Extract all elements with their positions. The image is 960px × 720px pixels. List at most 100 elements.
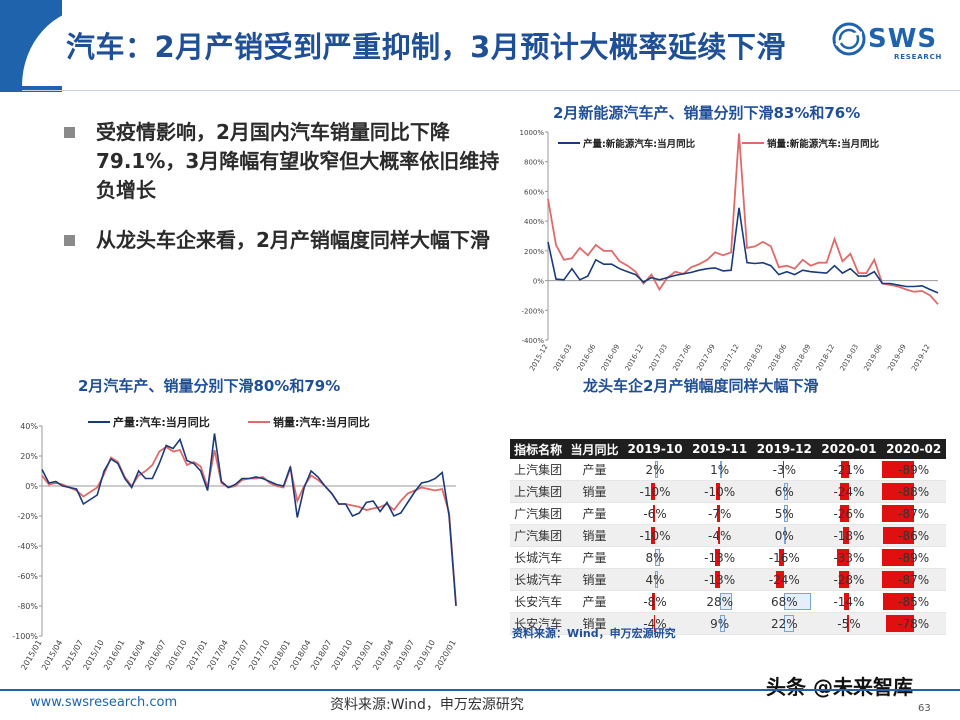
value-cell: -24%	[752, 568, 817, 591]
value-label: -10%	[639, 484, 671, 499]
footer-website-link[interactable]: www.swsresearch.com	[30, 695, 178, 710]
value-cell: 9%	[687, 612, 752, 635]
data-bar	[655, 461, 658, 478]
x-tick-label: 2015-12	[528, 343, 550, 372]
y-tick-label: 40%	[20, 422, 38, 431]
value-cell: -4%	[687, 524, 752, 547]
value-label: 6%	[774, 484, 794, 499]
x-tick-label: 2017-12	[719, 343, 741, 372]
header-curve	[22, 8, 862, 86]
company-cell: 长城汽车	[510, 546, 567, 569]
value-cell: 68%	[752, 590, 817, 613]
value-cell: -21%	[816, 459, 882, 481]
metric-cell: 销量	[566, 480, 623, 503]
value-label: -21%	[833, 462, 865, 477]
value-label: -4%	[643, 616, 667, 631]
value-cell: -3%	[752, 459, 817, 481]
value-cell: -88%	[881, 480, 946, 503]
value-cell: -86%	[881, 524, 946, 547]
table-row: 长安汽车 产量 -8% 28% 68% -14% -85%	[510, 590, 946, 613]
production-series-line	[547, 207, 939, 294]
y-tick-label: -60%	[17, 572, 38, 581]
x-tick-label: 2018-03	[743, 343, 765, 372]
value-label: -24%	[833, 484, 865, 499]
x-tick-label: 2016-12	[624, 343, 646, 372]
x-tick-label: 2018-06	[767, 343, 789, 373]
y-tick-label: -400%	[521, 337, 544, 345]
table-row: 上汽集团 销量 -10% -10% 6% -24% -88%	[510, 480, 946, 503]
table-source: 资料来源：Wind，申万宏源研究	[512, 627, 676, 640]
value-cell: -85%	[881, 590, 946, 613]
data-bar	[840, 483, 849, 500]
x-tick-label: 2019-06	[862, 343, 884, 373]
value-label: -18%	[833, 528, 865, 543]
table-row: 广汽集团 销量 -10% -4% 0% -18% -86%	[510, 524, 946, 547]
data-bar	[881, 461, 914, 478]
value-cell: 0%	[752, 524, 817, 547]
x-tick-label: 2016-09	[600, 343, 622, 372]
value-cell: -10%	[622, 524, 688, 547]
data-bar	[653, 615, 656, 632]
table-column-header: 2019-10	[622, 439, 688, 459]
y-tick-label: 1000%	[520, 129, 545, 137]
y-tick-label: 20%	[20, 452, 38, 461]
bullet-text: 从龙头车企来看，2月产销幅度同样大幅下滑	[96, 228, 490, 252]
value-label: 2%	[645, 462, 665, 477]
company-cell: 长安汽车	[510, 612, 567, 635]
data-bar	[837, 549, 849, 566]
x-tick-label: 2018-12	[815, 343, 837, 372]
value-cell: 22%	[752, 612, 817, 635]
metric-cell: 销量	[566, 568, 623, 591]
value-label: -89%	[898, 550, 930, 565]
data-bar	[784, 527, 787, 544]
value-cell: -7%	[687, 502, 752, 525]
x-tick-label: 2019-09	[886, 343, 908, 372]
legend-label: 产量:汽车:当月同比	[113, 415, 210, 429]
auto-chart-title: 2月汽车产、销量分别下滑80%和79%	[78, 377, 341, 395]
value-cell: 1%	[687, 459, 752, 481]
y-tick-label: 200%	[524, 248, 544, 256]
x-tick-label: 2017-09	[695, 343, 717, 372]
data-bar	[784, 505, 789, 522]
data-bar	[784, 615, 795, 632]
x-tick-label: 2020/01	[433, 639, 457, 672]
page-title: 汽车：2月产销受到严重抑制，3月预计大概率延续下滑	[66, 30, 786, 64]
sales-series-line	[547, 133, 939, 305]
value-cell: 5%	[752, 502, 817, 525]
footer-source: 资料来源:Wind，申万宏源研究	[330, 697, 524, 713]
y-tick-label: 800%	[524, 159, 544, 167]
company-cell: 广汽集团	[510, 502, 567, 525]
value-label: 5%	[774, 506, 794, 521]
automaker-table: 指标名称 当月同比 2019-10 2019-11 2019-12 2020-01 2020…	[510, 439, 946, 635]
table-row: 长安汽车 销量 -4% 9% 22% -5% -78%	[510, 612, 946, 635]
bullet-point: 受疫情影响，2月国内汽车销量同比下降79.1%，3月降幅有望收窄但大概率依旧维持…	[64, 118, 504, 205]
value-cell: -28%	[816, 568, 882, 591]
value-label: -24%	[768, 572, 800, 587]
legend-label: 销量:新能源汽车:当月同比	[767, 138, 880, 150]
data-bar	[882, 483, 914, 500]
value-label: 68%	[770, 594, 798, 609]
page-number: 63	[918, 703, 931, 714]
data-bar	[715, 571, 720, 588]
x-tick-label: 2018-09	[791, 343, 813, 372]
data-bar	[882, 505, 914, 522]
value-label: -7%	[707, 506, 732, 521]
logo-subtext: RESEARCH	[894, 53, 943, 61]
value-cell: -89%	[881, 546, 946, 569]
value-cell: -8%	[622, 590, 688, 613]
data-bar	[784, 593, 811, 610]
value-cell: 6%	[752, 480, 817, 503]
value-cell: 2%	[622, 459, 688, 481]
value-cell: -13%	[687, 568, 752, 591]
footer-divider	[0, 689, 960, 691]
data-bar	[843, 593, 849, 610]
table-header-row: 指标名称 当月同比 2019-10 2019-11 2019-12 2020-01 2020…	[510, 439, 946, 459]
metric-cell: 产量	[566, 590, 623, 613]
value-label: -87%	[898, 506, 930, 521]
value-label: -4%	[707, 528, 732, 543]
value-cell: -33%	[816, 546, 882, 569]
metric-cell: 产量	[566, 502, 623, 525]
table-column-header: 2020-02	[881, 439, 946, 459]
data-bar	[883, 593, 914, 610]
data-bar	[882, 527, 914, 544]
